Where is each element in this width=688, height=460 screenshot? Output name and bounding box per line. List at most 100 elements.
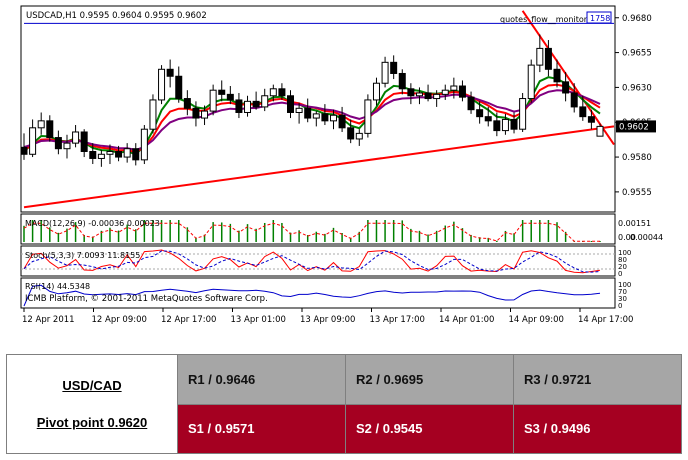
time-tick-label: 14 Apr 01:00 xyxy=(439,315,494,325)
candle xyxy=(476,101,484,124)
candle-body xyxy=(89,150,97,159)
candle-body xyxy=(192,107,200,119)
time-tick-label: 12 Apr 17:00 xyxy=(161,315,216,325)
candle-body xyxy=(501,118,509,132)
price-tick-label: 0.9630 xyxy=(622,83,652,93)
candle-body xyxy=(261,95,269,108)
candle-body xyxy=(123,148,131,158)
candle-body xyxy=(115,150,123,158)
candle-body xyxy=(364,99,372,134)
candle-body xyxy=(347,127,355,140)
candle-body xyxy=(355,132,363,140)
candle xyxy=(510,112,518,134)
candle xyxy=(115,145,123,162)
candle-body xyxy=(244,100,252,113)
candle xyxy=(295,102,303,124)
candle xyxy=(501,113,509,135)
candle-body xyxy=(166,68,174,77)
current-price-label: 0.9602 xyxy=(619,122,649,132)
indicator-label: quotes_flow__monitor xyxy=(500,15,588,24)
time-tick-label: 13 Apr 17:00 xyxy=(370,315,425,325)
rsi-tick-2: 30 xyxy=(618,295,627,303)
candle xyxy=(493,112,501,137)
candle-body xyxy=(398,72,406,90)
candle xyxy=(235,92,243,119)
candle xyxy=(329,109,337,130)
candle xyxy=(37,112,45,135)
candle-body xyxy=(63,142,71,150)
stoch-tick-2: 20 xyxy=(618,263,627,271)
candle-body xyxy=(570,92,578,108)
candle xyxy=(89,143,97,165)
candle-body xyxy=(321,113,329,122)
candle xyxy=(355,129,363,146)
candle xyxy=(54,130,62,155)
candle xyxy=(553,59,561,88)
candle xyxy=(536,34,544,73)
candle xyxy=(20,133,28,160)
candle-body xyxy=(510,118,518,130)
stoch-panel xyxy=(20,245,616,277)
candle-body xyxy=(235,99,243,113)
candle xyxy=(390,55,398,80)
candle-body xyxy=(175,75,183,100)
candle-body xyxy=(450,85,458,91)
symbol-name: USD/CAD xyxy=(62,378,122,393)
candle xyxy=(149,94,157,134)
candle-body xyxy=(424,92,432,100)
candle xyxy=(46,115,54,142)
resistance-1: R1 / 0.9646 xyxy=(177,354,346,405)
candle xyxy=(364,94,372,138)
candle xyxy=(201,105,209,126)
candle xyxy=(192,101,200,127)
time-tick-label: 14 Apr 09:00 xyxy=(509,315,564,325)
candle-body xyxy=(476,109,484,118)
candle-body xyxy=(415,92,423,97)
candle-body xyxy=(329,114,337,122)
resistance-3: R3 / 0.9721 xyxy=(513,354,682,405)
candle xyxy=(484,106,492,127)
support-2: S2 / 0.9545 xyxy=(345,403,514,454)
candle-body xyxy=(587,116,595,123)
time-tick-label: 12 Apr 09:00 xyxy=(92,315,147,325)
stoch-signal-line xyxy=(23,250,601,273)
stoch-tick-3: 0 xyxy=(618,270,622,278)
candle xyxy=(123,143,131,163)
rsi-tick-3: 0 xyxy=(618,302,622,310)
candle-body xyxy=(493,120,501,132)
candle-body xyxy=(158,68,166,101)
candle xyxy=(158,65,166,105)
moving-average-2 xyxy=(23,89,601,151)
chart-svg: USDCAD,H1 0.9595 0.9604 0.9595 0.9602 qu… xyxy=(20,5,664,325)
candle-body xyxy=(252,100,260,108)
candle-body xyxy=(433,93,441,100)
candle xyxy=(252,91,260,110)
candle xyxy=(347,119,355,144)
candle-body xyxy=(407,88,415,97)
candle-body xyxy=(544,47,552,70)
candle-body xyxy=(295,107,303,113)
candle xyxy=(398,69,406,95)
candle xyxy=(106,144,114,165)
candle-body xyxy=(149,99,157,130)
candle-body xyxy=(46,120,54,139)
candle-body xyxy=(80,131,88,152)
price-chart: USDCAD,H1 0.9595 0.9604 0.9595 0.9602 qu… xyxy=(20,5,664,325)
candle-body xyxy=(287,95,295,113)
price-tick-label: 0.9680 xyxy=(622,14,652,24)
corner-tag: 1758 xyxy=(586,11,612,24)
candle-body xyxy=(579,106,587,118)
macd-label: MACD(12,26,9) -0.00036 0.00023 xyxy=(25,219,160,228)
candle xyxy=(527,59,535,103)
candle-body xyxy=(106,150,114,155)
price-tick-label: 0.9580 xyxy=(622,153,652,163)
trendline-0 xyxy=(23,125,615,209)
candle-body xyxy=(183,98,191,109)
candle xyxy=(579,95,587,121)
rsi-tick-1: 70 xyxy=(618,288,627,296)
candle xyxy=(218,80,226,102)
resistance-2: R2 / 0.9695 xyxy=(345,354,514,405)
candle-body xyxy=(562,81,570,94)
candle-body xyxy=(209,89,217,112)
pivot-table: USD/CAD Pivot point 0.9620 R1 / 0.9646 R… xyxy=(6,354,682,454)
